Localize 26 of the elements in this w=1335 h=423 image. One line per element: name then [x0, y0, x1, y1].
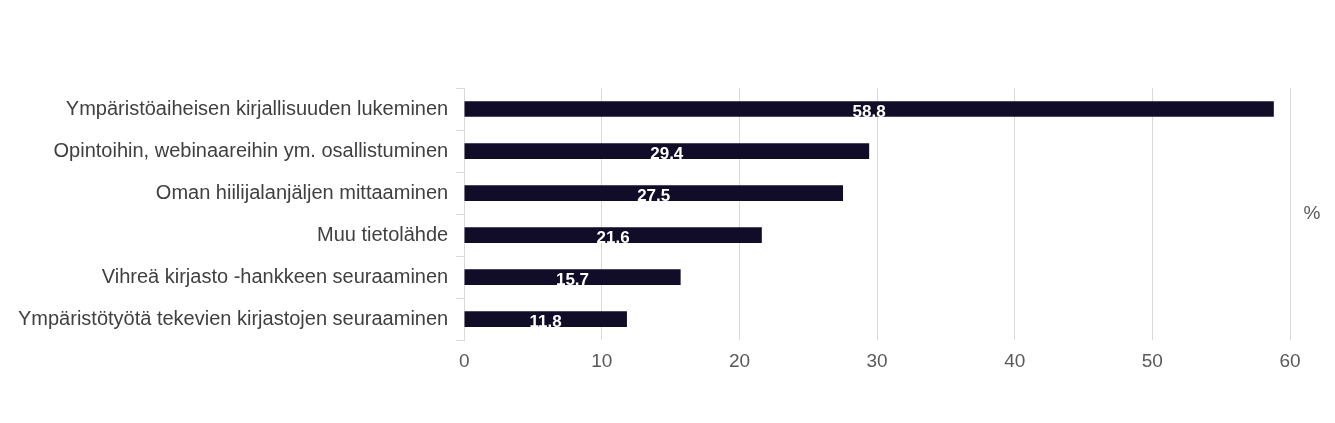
y-tick-label: Opintoihin, webinaareihin ym. osallistuminen: [53, 138, 449, 161]
x-tick-label: 10: [591, 349, 613, 371]
x-tick-label: 30: [866, 349, 888, 371]
x-tick-label: 60: [1279, 349, 1301, 371]
bar: [464, 311, 627, 328]
data-label: 58.8: [852, 101, 886, 121]
bar: [464, 143, 870, 159]
x-axis-title: %: [1303, 202, 1321, 224]
data-label: 15.7: [555, 269, 590, 289]
bar: [464, 101, 1274, 117]
x-tick-label: 50: [1141, 349, 1163, 371]
bar: [464, 269, 681, 285]
data-label: 21.6: [596, 227, 630, 247]
data-label: 29.4: [650, 143, 684, 163]
y-tick-label: Muu tietolähde: [317, 222, 449, 245]
y-tick-label: Oman hiilijalanjäljen mittaaminen: [155, 180, 449, 203]
x-tick-label: 20: [728, 349, 751, 371]
y-tick-label: Vihreä kirjasto -hankkeen seuraaminen: [101, 264, 449, 287]
data-label: 11.8: [529, 311, 562, 331]
data-label: 27.5: [637, 185, 671, 205]
x-tick-label: 0: [458, 349, 470, 371]
y-tick-label: Ympäristötyötä tekevien kirjastojen seuraaminen: [18, 306, 449, 329]
x-tick-label: 40: [1004, 349, 1026, 371]
bar: [464, 185, 844, 201]
bar: [464, 227, 762, 243]
y-tick-label: Ympäristöaiheisen kirjallisuuden lukeminen: [65, 96, 449, 119]
